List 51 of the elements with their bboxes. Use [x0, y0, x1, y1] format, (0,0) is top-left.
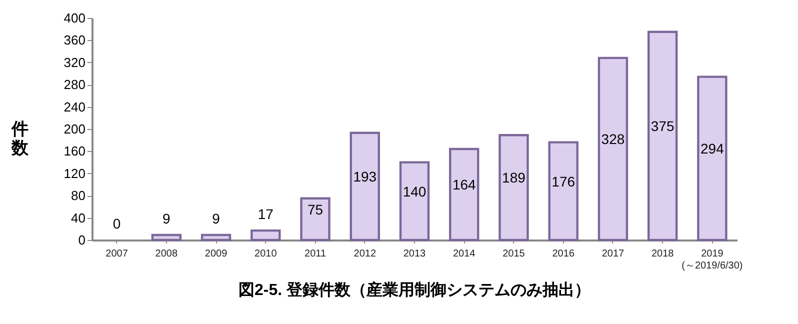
text: 図2-5. 登録件数（産業用制御システムのみ抽出）: [238, 280, 591, 299]
data-label: 9: [212, 210, 220, 226]
bar: [250, 229, 281, 242]
y-tick-label: 400: [64, 10, 86, 26]
y-tick-label: 360: [64, 32, 86, 48]
data-label: 328: [601, 131, 625, 148]
bar: [300, 197, 330, 242]
y-tick-label: 0: [78, 232, 86, 248]
y-tick-label: 200: [64, 122, 86, 136]
x-tick-label: 2009: [204, 248, 228, 260]
y-tick-label: 80: [71, 188, 86, 204]
y-tick-label: 320: [64, 54, 86, 70]
data-label: 164: [452, 176, 476, 193]
data-label: 140: [402, 183, 426, 200]
y-axis-title: 件数: [10, 120, 30, 158]
bar: [598, 56, 628, 242]
x-tick-label: 2007: [106, 248, 128, 260]
x-tick-label: 2019 (～2019/6/30): [682, 248, 743, 272]
x-tick-label: 2018: [651, 248, 674, 260]
x-tick-label: 2010: [254, 248, 278, 260]
x-tick-label: 2008: [155, 248, 178, 260]
x-tick-label: 2013: [403, 248, 426, 260]
data-label: 9: [162, 210, 171, 226]
x-tick-label: 2011: [304, 248, 326, 260]
data-label: 17: [258, 206, 274, 222]
data-label: 0: [112, 215, 121, 232]
x-tick-label: 2016: [552, 248, 575, 260]
data-label: 75: [307, 201, 324, 218]
data-label: 176: [552, 173, 576, 190]
data-label: 193: [353, 168, 377, 185]
bar: [647, 30, 678, 242]
y-tick-label: 280: [64, 77, 86, 92]
x-tick-label: 2014: [452, 248, 476, 260]
y-tick-label: 120: [64, 166, 86, 181]
bar: [350, 132, 380, 242]
y-tick-label: 240: [64, 99, 86, 114]
data-label: 375: [650, 118, 674, 134]
bar: [200, 234, 232, 242]
y-tick-label: 40: [71, 210, 86, 226]
bar: [498, 134, 529, 242]
bar: [548, 141, 578, 242]
x-tick-label: 2017: [602, 248, 625, 260]
x-tick-label: 2015: [502, 248, 526, 260]
data-label: 189: [502, 170, 526, 186]
data-label: 294: [700, 140, 724, 157]
bar: [449, 148, 480, 242]
bar: [151, 234, 182, 242]
bar: [697, 76, 728, 242]
x-tick-label: 2012: [354, 248, 376, 260]
bar: [399, 161, 430, 242]
y-tick-label: 160: [64, 144, 86, 159]
